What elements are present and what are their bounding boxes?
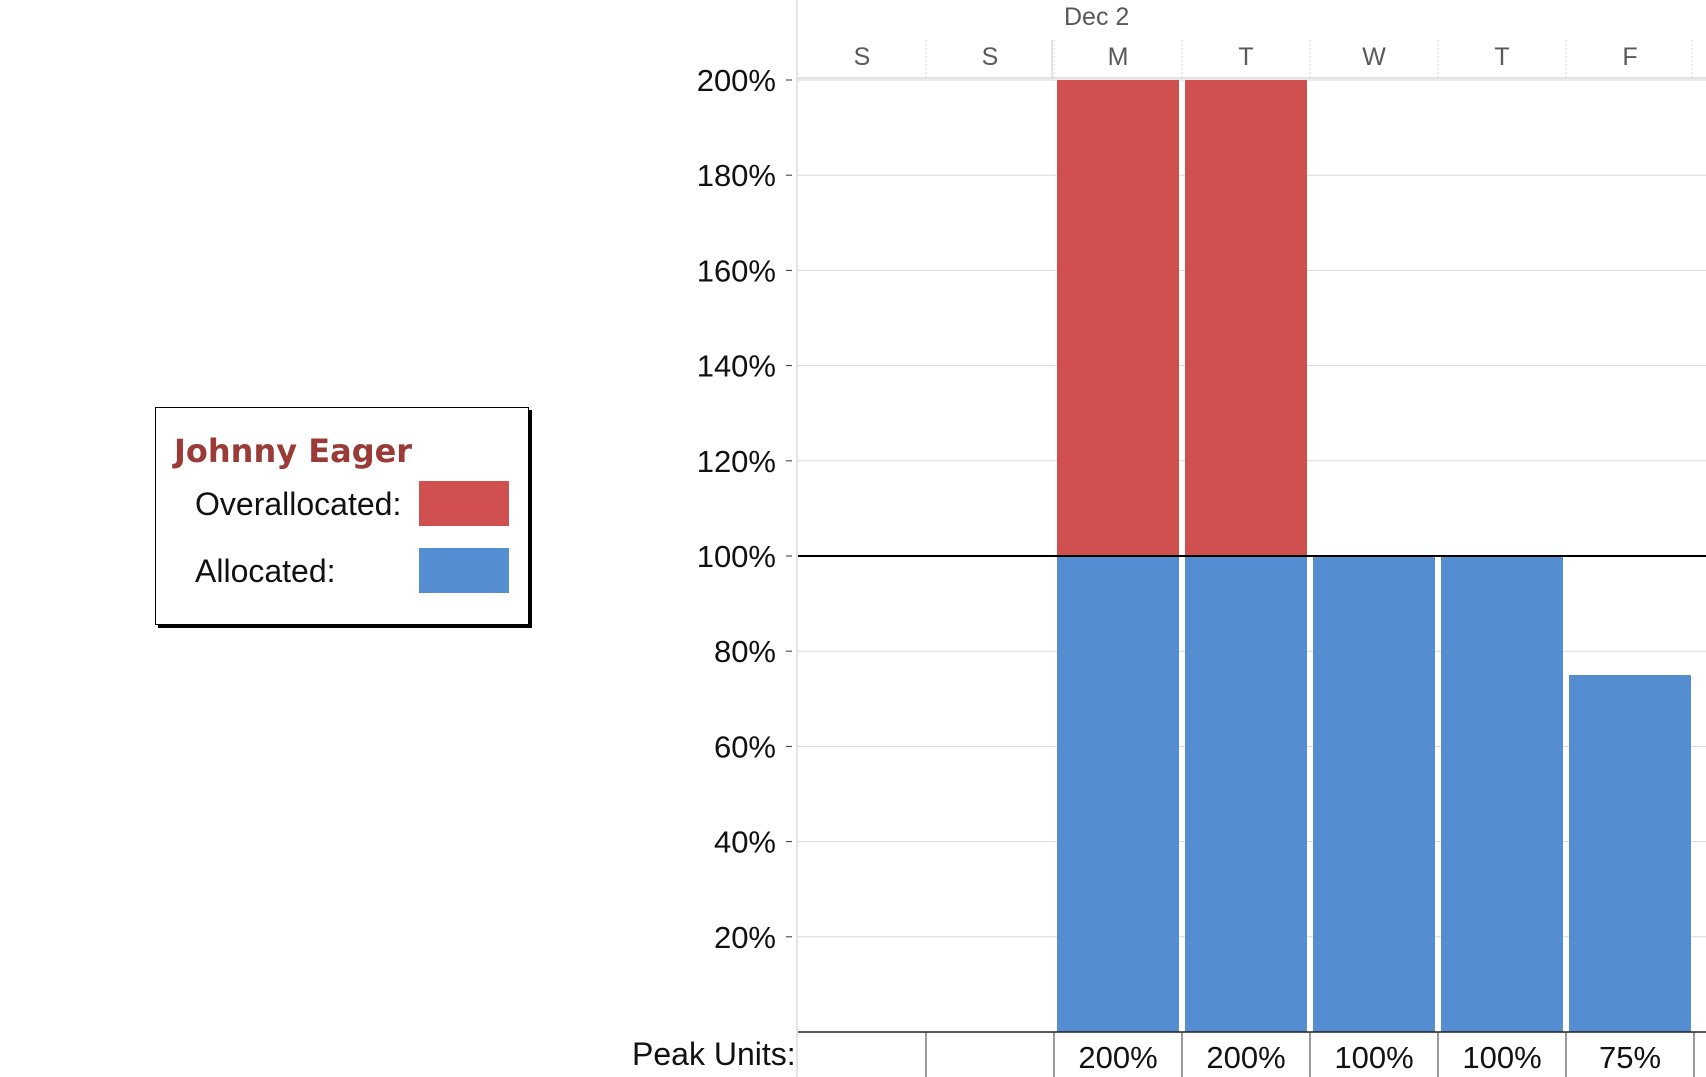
- overallocated-bar: [1185, 80, 1307, 556]
- allocated-bar: [1313, 556, 1435, 1032]
- allocated-bar: [1569, 675, 1691, 1032]
- y-tick-label: 80%: [714, 634, 776, 669]
- timescale-day-label: W: [1362, 43, 1386, 71]
- timescale-day-label: T: [1494, 43, 1509, 71]
- timescale-day-label: F: [1622, 43, 1637, 71]
- peak-units-value: 200%: [1078, 1040, 1157, 1075]
- y-tick-label: 180%: [697, 158, 776, 193]
- y-tick-label: 100%: [697, 539, 776, 574]
- allocated-bar: [1185, 556, 1307, 1032]
- allocated-bar: [1441, 556, 1563, 1032]
- overallocated-label: Overallocated:: [195, 486, 402, 522]
- timescale-day-label: T: [1238, 43, 1253, 71]
- peak-units-value: 200%: [1206, 1040, 1285, 1075]
- overallocated-bar: [1057, 80, 1179, 556]
- allocated-label: Allocated:: [195, 553, 336, 589]
- overallocated-swatch: [419, 481, 509, 526]
- allocated-bar: [1057, 556, 1179, 1032]
- timescale-day-label: M: [1108, 43, 1129, 71]
- y-tick-label: 120%: [697, 444, 776, 479]
- peak-units-label: Peak Units:: [632, 1036, 796, 1072]
- peak-units-value: 100%: [1462, 1040, 1541, 1075]
- y-tick-label: 160%: [697, 253, 776, 288]
- allocated-swatch: [419, 548, 509, 593]
- peak-units-value: 75%: [1599, 1040, 1661, 1075]
- y-tick-label: 20%: [714, 920, 776, 955]
- y-tick-label: 200%: [697, 63, 776, 98]
- y-tick-label: 40%: [714, 825, 776, 860]
- timescale-day-label: S: [854, 43, 871, 71]
- y-tick-label: 140%: [697, 349, 776, 384]
- timescale-week-label: Dec 2: [1064, 3, 1129, 31]
- timescale-day-label: S: [982, 43, 999, 71]
- peak-units-value: 100%: [1334, 1040, 1413, 1075]
- resource-name: Johnny Eager: [174, 432, 413, 470]
- y-tick-label: 60%: [714, 729, 776, 764]
- resource-legend: Johnny Eager Overallocated: Allocated:: [155, 407, 529, 625]
